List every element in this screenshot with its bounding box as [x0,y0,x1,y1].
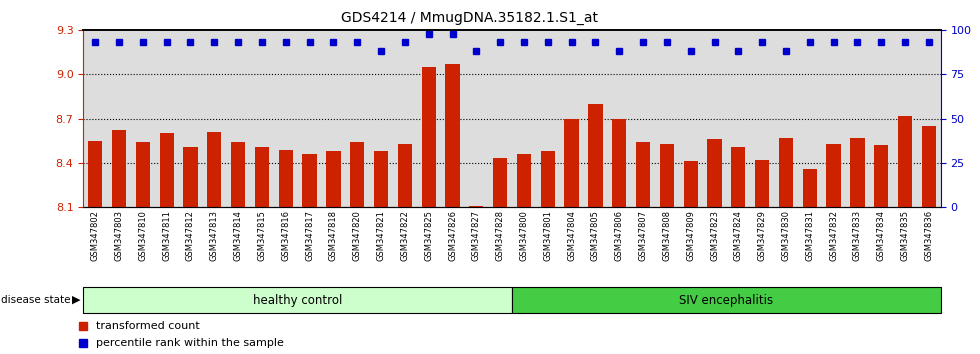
Bar [278,149,293,207]
Bar [83,287,512,313]
Bar [803,169,817,207]
Text: SIV encephalitis: SIV encephalitis [679,293,773,307]
Bar [374,151,388,207]
Bar [755,160,769,207]
Bar [683,161,698,207]
Bar [541,151,555,207]
Bar [564,119,579,207]
Bar [445,64,460,207]
Bar [112,130,126,207]
Bar [636,142,650,207]
Bar [588,104,603,207]
Text: GDS4214 / MmugDNA.35182.1.S1_at: GDS4214 / MmugDNA.35182.1.S1_at [341,11,598,25]
Bar [160,133,173,207]
Bar [512,287,941,313]
Bar [183,147,198,207]
Text: percentile rank within the sample: percentile rank within the sample [96,338,284,348]
Bar [207,132,221,207]
Text: transformed count: transformed count [96,321,200,331]
Bar [612,119,626,207]
Text: healthy control: healthy control [253,293,342,307]
Bar [421,67,436,207]
Bar [922,126,936,207]
Bar [255,147,270,207]
Bar [88,141,102,207]
Bar [231,142,245,207]
Bar [303,154,317,207]
Bar [851,138,864,207]
Bar [350,142,365,207]
Text: ▶: ▶ [72,295,80,305]
Bar [660,144,674,207]
Bar [326,151,340,207]
Bar [731,147,746,207]
Bar [516,154,531,207]
Text: disease state: disease state [1,295,71,305]
Bar [826,144,841,207]
Bar [469,206,483,207]
Bar [135,142,150,207]
Bar [898,116,912,207]
Bar [874,145,889,207]
Bar [779,138,793,207]
Bar [708,139,721,207]
Bar [493,158,508,207]
Bar [398,144,412,207]
